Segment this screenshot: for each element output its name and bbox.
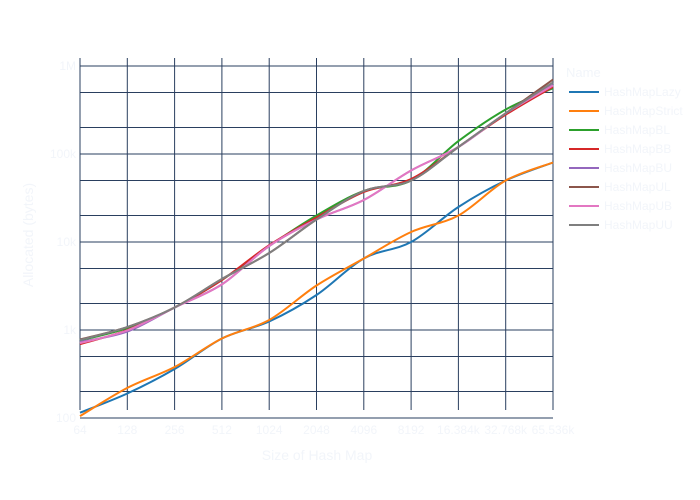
legend-label: HashMapBB (604, 142, 671, 156)
y-tick-label: 1M (59, 59, 76, 73)
y-axis-title: Allocated (bytes) (20, 183, 36, 287)
legend-label: HashMapUB (604, 199, 672, 213)
legend-item-hashmaplazy[interactable]: HashMapLazy (569, 85, 681, 99)
x-tick-label: 16.384k (437, 423, 481, 437)
legend-item-hashmapbl[interactable]: HashMapBL (569, 123, 670, 137)
x-tick-label: 512 (212, 423, 232, 437)
y-tick-label: 10k (57, 235, 77, 249)
legend-item-hashmapstrict[interactable]: HashMapStrict (569, 104, 683, 118)
legend-item-hashmapbu[interactable]: HashMapBU (569, 161, 672, 175)
x-tick-label: 65.536k (532, 423, 576, 437)
x-tick-labels: 64 128 256 512 1024 2048 4096 8192 16.384k 32.768… (73, 423, 575, 437)
y-tick-label: 100 (56, 411, 76, 425)
y-tick-label: 100k (50, 147, 77, 161)
grid-lines (79, 58, 554, 419)
series-line-hashmaplazy[interactable] (79, 161, 554, 414)
x-tick-label: 8192 (398, 423, 425, 437)
y-tick-label: 1k (63, 323, 77, 337)
legend-label: HashMapStrict (604, 104, 683, 118)
legend-item-hashmapbb[interactable]: HashMapBB (569, 142, 671, 156)
x-tick-label: 64 (73, 423, 87, 437)
legend-item-hashmapul[interactable]: HashMapUL (569, 180, 671, 194)
x-tick-label: 1024 (256, 423, 283, 437)
x-tick-label: 256 (165, 423, 185, 437)
legend-label: HashMapUU (604, 218, 673, 232)
series-lines (79, 78, 554, 417)
legend[interactable]: Name HashMapLazy HashMapStrict HashMapBL Ha… (566, 65, 683, 232)
x-tick-label: 128 (117, 423, 137, 437)
x-axis-title: Size of Hash Map (262, 447, 373, 463)
series-line-hashmapuu[interactable] (79, 81, 554, 341)
legend-label: HashMapUL (604, 180, 671, 194)
x-tick-label: 2048 (303, 423, 330, 437)
y-tick-labels: 100 1k 10k 100k 1M (50, 59, 77, 425)
legend-label: HashMapBL (604, 123, 670, 137)
legend-item-hashmapuu[interactable]: HashMapUU (569, 218, 673, 232)
x-tick-label: 4096 (350, 423, 377, 437)
series-line-hashmapstrict[interactable] (79, 161, 554, 417)
x-tick-label: 32.768k (484, 423, 528, 437)
legend-label: HashMapBU (604, 161, 672, 175)
legend-item-hashmapub[interactable]: HashMapUB (569, 199, 672, 213)
legend-title: Name (566, 65, 601, 80)
legend-label: HashMapLazy (604, 85, 681, 99)
